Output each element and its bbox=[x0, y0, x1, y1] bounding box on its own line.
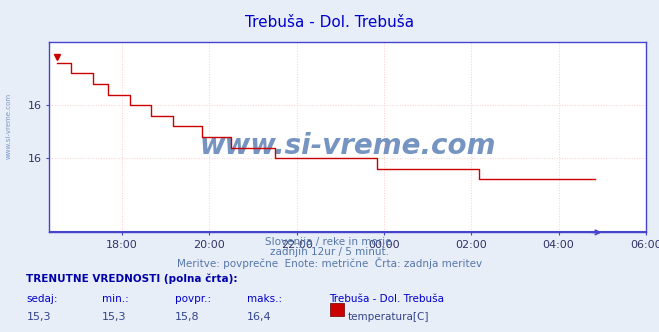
Text: 15,3: 15,3 bbox=[102, 312, 127, 322]
Text: www.si-vreme.com: www.si-vreme.com bbox=[200, 132, 496, 160]
Text: Trebuša - Dol. Trebuša: Trebuša - Dol. Trebuša bbox=[330, 294, 445, 304]
Text: www.si-vreme.com: www.si-vreme.com bbox=[5, 93, 11, 159]
Text: 16,4: 16,4 bbox=[247, 312, 272, 322]
Text: maks.:: maks.: bbox=[247, 294, 282, 304]
Text: Meritve: povprečne  Enote: metrične  Črta: zadnja meritev: Meritve: povprečne Enote: metrične Črta:… bbox=[177, 257, 482, 269]
Text: Trebuša - Dol. Trebuša: Trebuša - Dol. Trebuša bbox=[245, 15, 414, 30]
Text: TRENUTNE VREDNOSTI (polna črta):: TRENUTNE VREDNOSTI (polna črta): bbox=[26, 274, 238, 285]
Text: sedaj:: sedaj: bbox=[26, 294, 58, 304]
Text: povpr.:: povpr.: bbox=[175, 294, 211, 304]
Text: 15,3: 15,3 bbox=[26, 312, 51, 322]
Text: 15,8: 15,8 bbox=[175, 312, 199, 322]
Text: zadnjih 12ur / 5 minut.: zadnjih 12ur / 5 minut. bbox=[270, 247, 389, 257]
Text: temperatura[C]: temperatura[C] bbox=[348, 312, 430, 322]
Text: Slovenija / reke in morje.: Slovenija / reke in morje. bbox=[264, 237, 395, 247]
Text: min.:: min.: bbox=[102, 294, 129, 304]
